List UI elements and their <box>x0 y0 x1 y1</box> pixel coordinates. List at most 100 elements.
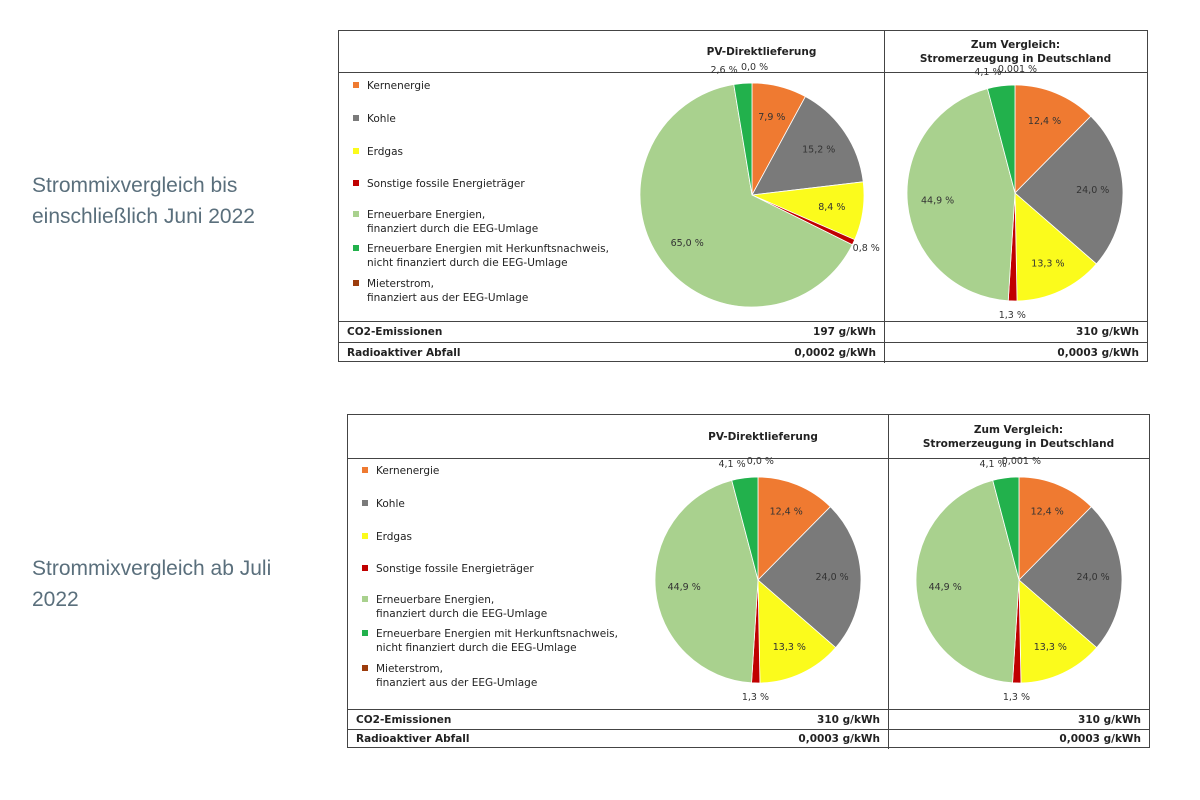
legend-label-line1: Erneuerbare Energien mit Herkunftsnachwe… <box>376 628 618 640</box>
legend-label-line1: Kohle <box>367 113 396 125</box>
pie-data-label: 24,0 % <box>1076 185 1109 196</box>
legend-label: Kernenergie <box>367 79 430 93</box>
legend-label-line2: nicht finanziert durch die EEG-Umlage <box>367 257 568 269</box>
pie-slice <box>731 476 759 581</box>
pie-data-label: 4,1 % <box>979 459 1006 470</box>
legend-label-line1: Kohle <box>376 498 405 510</box>
legend-swatch <box>362 565 368 571</box>
pie-slice <box>733 82 753 196</box>
pie-data-label: 4,1 % <box>974 67 1001 78</box>
pie-slice <box>1018 476 1092 581</box>
co2-value-pv: 310 g/kWh <box>817 713 880 726</box>
legend-label-line1: Sonstige fossile Energieträger <box>376 563 534 575</box>
pie-slice <box>757 579 837 684</box>
pie-data-label: 15,2 % <box>802 145 835 156</box>
pie-slice <box>915 479 1020 684</box>
pie-slice <box>986 84 1016 194</box>
pie-data-label: 12,4 % <box>1031 506 1064 517</box>
legend-label-line1: Kernenergie <box>376 465 440 477</box>
pie-data-label: 13,3 % <box>773 642 806 653</box>
co2-label: CO2-Emissionen <box>347 326 443 338</box>
waste-label: Radioaktiver Abfall <box>356 733 470 745</box>
waste-value-pv: 0,0002 g/kWh <box>794 346 876 359</box>
pie-slice <box>757 476 831 581</box>
legend-label-line2: finanziert aus der EEG-Umlage <box>376 677 538 689</box>
legend-swatch <box>362 665 368 671</box>
caption-block-1: Strommixvergleich bis einschließlich Jun… <box>32 174 255 228</box>
legend-label: Kohle <box>376 497 405 511</box>
pie-data-label: 0,0 % <box>741 62 768 73</box>
waste-row: Radioaktiver Abfall 0,0002 g/kWh 0,0003 … <box>339 342 1147 362</box>
legend-label: Erneuerbare Energien, finanziert durch di… <box>376 593 547 621</box>
mix-table-frame: PV-Direktlieferung Zum Vergleich: Strome… <box>347 414 1150 749</box>
legend-label-line1: Erneuerbare Energien mit Herkunftsnachwe… <box>367 243 609 255</box>
pie-chart-de: 12,4 % 24,0 % 13,3 % 1,3 % 44,9 % 4,1 %0,001 … <box>915 456 1123 703</box>
legend-label: Erneuerbare Energien, finanziert durch di… <box>367 208 538 236</box>
pie-data-label: 4,1 % <box>718 459 745 470</box>
pie-data-label: 7,9 % <box>758 112 785 123</box>
mix-table-block-2: PV-Direktlieferung Zum Vergleich: Strome… <box>347 414 1150 749</box>
pie-data-label: 12,4 % <box>770 506 803 517</box>
legend-label: Mieterstrom, finanziert aus der EEG-Umlag… <box>376 662 537 690</box>
column-divider <box>884 31 885 363</box>
pie-slice <box>906 88 1016 302</box>
legend-label: Sonstige fossile Energieträger <box>367 177 525 191</box>
pie-chart-de: 12,4 % 24,0 % 13,3 % 1,3 % 44,9 % 4,1 %0,001 … <box>906 64 1124 321</box>
legend-swatch <box>362 630 368 636</box>
pie-data-label: 44,9 % <box>921 196 954 207</box>
legend-label: Erdgas <box>367 145 403 159</box>
waste-value-de: 0,0003 g/kWh <box>1059 733 1141 745</box>
pie-slice <box>654 479 759 684</box>
mix-table-frame: PV-Direktlieferung Zum Vergleich: Strome… <box>338 30 1148 363</box>
pie-data-label: 0,0 % <box>747 456 774 467</box>
co2-row: CO2-Emissionen 197 g/kWh 310 g/kWh <box>339 321 1147 342</box>
legend-label-line1: Erdgas <box>367 146 404 158</box>
legend-swatch <box>353 211 359 217</box>
column-head-de: Zum Vergleich: Stromerzeugung in Deutsch… <box>884 31 1147 73</box>
pie-data-label: 1,3 % <box>999 310 1026 321</box>
pie-data-label: 65,0 % <box>671 238 704 249</box>
co2-value-pv: 197 g/kWh <box>813 326 876 338</box>
legend-label: Kohle <box>367 112 396 126</box>
pie-slice <box>1014 115 1124 265</box>
pie-slice <box>757 506 862 649</box>
pie-slice <box>1014 84 1092 194</box>
legend-swatch <box>362 500 368 506</box>
column-divider <box>888 415 889 749</box>
pie-slice <box>1018 579 1098 684</box>
legend-label: Kernenergie <box>376 464 439 478</box>
legend-swatch <box>353 180 359 186</box>
waste-value-pv: 0,0003 g/kWh <box>798 733 880 745</box>
column-head-pv: PV-Direktlieferung <box>706 46 817 58</box>
pie-data-label: 1,3 % <box>1003 692 1030 703</box>
pie-data-label: 0,8 % <box>853 243 880 254</box>
table-header-row <box>348 415 1149 459</box>
mix-table-block-1: PV-Direktlieferung Zum Vergleich: Strome… <box>338 30 1148 363</box>
pie-data-label: 2,6 % <box>710 65 737 76</box>
waste-label: Radioaktiver Abfall <box>347 346 461 359</box>
pie-data-label: 44,9 % <box>929 582 962 593</box>
legend-label-line1: Mieterstrom, <box>367 278 434 290</box>
co2-value-de: 310 g/kWh <box>1076 326 1139 338</box>
pie-chart-pv: 12,4 % 24,0 % 13,3 % 1,3 % 44,9 % 4,1 % 0,0 % <box>654 456 862 703</box>
co2-value-de: 310 g/kWh <box>1078 713 1141 726</box>
legend-swatch <box>353 82 359 88</box>
pie-data-label: 44,9 % <box>668 582 701 593</box>
legend-swatch <box>353 245 359 251</box>
pie-data-label: 8,4 % <box>818 202 845 213</box>
pie-data-label: 24,0 % <box>816 572 849 583</box>
column-head-de-line2: Stromerzeugung in Deutschland <box>922 438 1115 450</box>
column-head-pv: PV-Direktlieferung <box>708 431 818 443</box>
co2-row: CO2-Emissionen 310 g/kWh 310 g/kWh <box>348 709 1149 729</box>
pie-data-label: 12,4 % <box>1028 116 1061 127</box>
legend-swatch <box>362 533 368 539</box>
waste-value-de: 0,0003 g/kWh <box>1057 346 1139 359</box>
table-header-row <box>339 31 1147 73</box>
legend-swatch <box>353 148 359 154</box>
legend-swatch <box>362 596 368 602</box>
co2-label: CO2-Emissionen <box>356 713 452 726</box>
legend-label-line1: Erdgas <box>376 531 413 543</box>
pie-data-label: 1,3 % <box>742 692 769 703</box>
column-head-de: Zum Vergleich: Stromerzeugung in Deutsch… <box>888 415 1149 459</box>
column-head-de-line2: Stromerzeugung in Deutschland <box>919 53 1112 65</box>
